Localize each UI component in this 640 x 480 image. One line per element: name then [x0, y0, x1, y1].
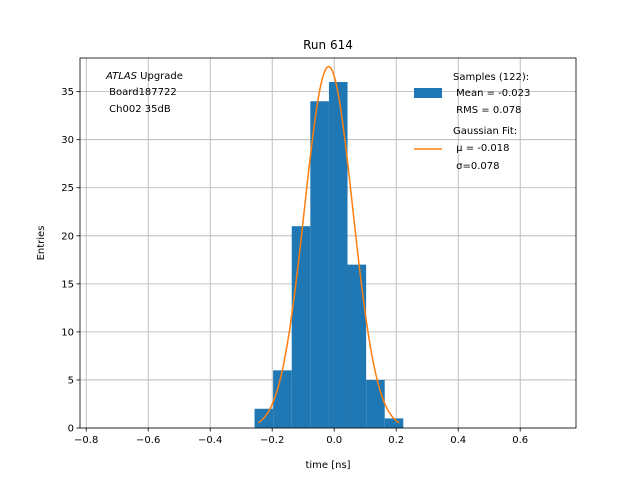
- x-tick-label: 0.4: [450, 435, 466, 446]
- legend: Samples (122): Mean = -0.023 RMS = 0.078…: [414, 72, 530, 172]
- y-tick-label: 5: [68, 375, 74, 386]
- y-tick-label: 20: [61, 231, 74, 242]
- histogram-bar: [384, 418, 404, 428]
- annotation-upgrade: Upgrade: [137, 71, 183, 82]
- gaussian-fit-curve: [257, 65, 400, 424]
- histogram-bar: [291, 226, 311, 428]
- plot-frame: [79, 57, 577, 429]
- x-axis-label: time [ns]: [305, 460, 350, 471]
- annotation-line-2: Board187722: [106, 87, 177, 98]
- y-tick-label: 30: [61, 135, 74, 146]
- x-tick-label: −0.6: [136, 435, 160, 446]
- legend-fit-line-3: σ=0.078: [453, 161, 500, 172]
- y-tick-label: 35: [61, 87, 74, 98]
- annotation: ATLAS Upgrade Board187722 Ch002 35dB: [105, 71, 183, 115]
- x-tick-label: −0.2: [260, 435, 284, 446]
- legend-histogram-line-1: Samples (122):: [453, 72, 529, 83]
- x-tick-label: −0.4: [198, 435, 222, 446]
- y-tick-label: 25: [61, 183, 74, 194]
- y-tick-label: 15: [61, 279, 74, 290]
- x-tick-label: 0.0: [326, 435, 342, 446]
- x-tick-label: −0.8: [74, 435, 98, 446]
- legend-histogram-line-2: Mean = -0.023: [453, 88, 530, 99]
- histogram-bar: [347, 264, 367, 428]
- gaussian-fit: [257, 65, 400, 424]
- histogram-bar: [328, 82, 348, 428]
- legend-swatch-histogram: [414, 88, 442, 98]
- y-axis-ticks: 0 5 10 15 20 25 30 35: [61, 87, 80, 435]
- histogram-bar: [310, 101, 329, 428]
- legend-fit-line-1: Gaussian Fit:: [453, 126, 517, 137]
- chart-title: Run 614: [303, 38, 353, 52]
- annotation-atlas: ATLAS: [105, 71, 138, 82]
- legend-histogram-line-3: RMS = 0.078: [453, 105, 521, 116]
- y-tick-label: 0: [68, 424, 74, 435]
- legend-fit-line-2: μ = -0.018: [453, 143, 510, 154]
- annotation-line-1: ATLAS Upgrade: [105, 71, 183, 82]
- x-tick-label: 0.6: [512, 435, 528, 446]
- y-axis-label: Entries: [36, 226, 47, 261]
- annotation-line-3: Ch002 35dB: [106, 104, 171, 115]
- x-tick-label: 0.2: [388, 435, 404, 446]
- y-tick-label: 10: [61, 327, 74, 338]
- x-axis-ticks: −0.8 −0.6 −0.4 −0.2 0.0 0.2 0.4 0.6: [74, 428, 528, 446]
- histogram-bar: [366, 379, 385, 428]
- histogram-bar: [273, 370, 292, 428]
